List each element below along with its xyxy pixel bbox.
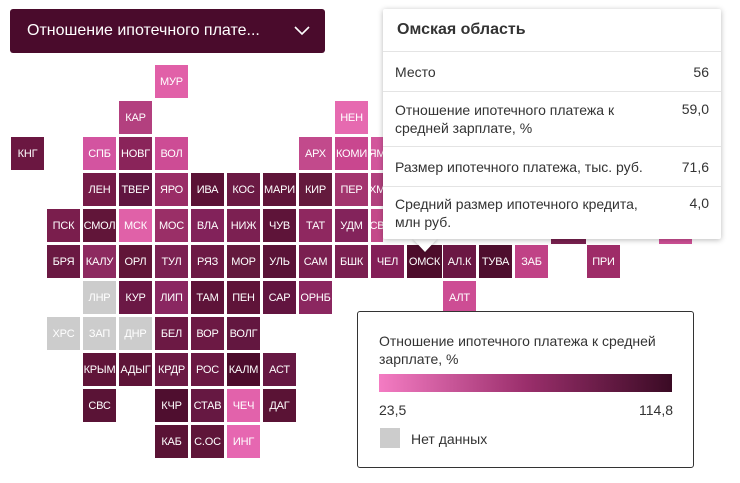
legend-gradient-bar [379, 374, 672, 392]
region-tile[interactable]: МСК [119, 209, 152, 242]
region-tile[interactable]: ПЕР [335, 173, 368, 206]
region-tile[interactable]: КАЛУ [83, 245, 116, 278]
region-tile[interactable]: УДМ [335, 209, 368, 242]
tooltip-pointer [412, 238, 438, 252]
region-tile[interactable]: МОР [227, 245, 260, 278]
region-tile[interactable]: ТУЛ [155, 245, 188, 278]
tooltip-row-label: Средний размер ипотечного кредита, млн р… [395, 196, 638, 230]
legend-max: 114,8 [639, 402, 673, 418]
region-tile[interactable]: С.ОС [191, 425, 224, 458]
region-tile[interactable]: ХРС [47, 317, 80, 350]
region-tile[interactable]: ТВЕР [119, 173, 152, 206]
region-tile[interactable]: КАЛМ [227, 353, 260, 386]
region-tile[interactable]: АДЫГ [119, 353, 152, 386]
region-tile[interactable]: ВОЛ [155, 137, 188, 170]
region-tile[interactable]: КРЫМ [83, 353, 116, 386]
region-tile[interactable]: АЛ.К [443, 245, 476, 278]
legend-min: 23,5 [379, 402, 407, 418]
region-tile[interactable]: ДНР [119, 317, 152, 350]
region-tile[interactable]: ЧЕЧ [227, 389, 260, 422]
region-tile[interactable]: ИНГ [227, 425, 260, 458]
region-tile[interactable]: ТАТ [299, 209, 332, 242]
dropdown-label: Отношение ипотечного плате... [27, 22, 260, 39]
region-tile[interactable]: АСТ [263, 353, 296, 386]
region-tile[interactable]: ДАГ [263, 389, 296, 422]
region-tile[interactable]: ЯРО [155, 173, 188, 206]
region-tile[interactable]: БШК [335, 245, 368, 278]
region-tile[interactable]: МУР [155, 65, 188, 98]
region-tile[interactable]: КРДР [155, 353, 188, 386]
region-tile[interactable]: ВОР [191, 317, 224, 350]
region-tile[interactable]: ЛЕН [83, 173, 116, 206]
region-tile[interactable]: ЛНР [83, 281, 116, 314]
chevron-down-icon [293, 22, 311, 40]
region-tile[interactable]: ЗАБ [515, 245, 548, 278]
region-tile[interactable]: СВ [371, 209, 383, 242]
region-tile[interactable]: ПЕН [227, 281, 260, 314]
no-data-swatch [380, 428, 400, 448]
region-tile[interactable]: РОС [191, 353, 224, 386]
region-tile[interactable]: ХМ [371, 173, 383, 206]
tooltip-row-value: 56 [693, 63, 709, 80]
region-tile[interactable]: СПБ [83, 137, 116, 170]
region-tile[interactable]: ТАМ [191, 281, 224, 314]
region-tooltip: Омская область Место 56 Отношение ипотеч… [383, 9, 721, 239]
region-tile[interactable]: ТУВА [479, 245, 512, 278]
region-tile[interactable]: ЯМ [371, 137, 383, 170]
region-tile[interactable]: НОВГ [119, 137, 152, 170]
region-tile[interactable]: АРХ [299, 137, 332, 170]
tooltip-row-loan: Средний размер ипотечного кредита, млн р… [383, 186, 721, 239]
tooltip-row-value: 71,6 [681, 158, 709, 175]
tooltip-row-label: Отношение ипотечного платежа к средней з… [395, 102, 615, 136]
region-tile[interactable]: СВС [83, 389, 116, 422]
region-tile[interactable]: ОРЛ [119, 245, 152, 278]
color-legend: Отношение ипотечного платежа к средней з… [357, 311, 694, 468]
region-tile[interactable]: САМ [299, 245, 332, 278]
region-tile[interactable]: КАБ [155, 425, 188, 458]
region-tile[interactable]: ПРИ [587, 245, 620, 278]
region-tile[interactable]: БЕЛ [155, 317, 188, 350]
region-tile[interactable]: БРЯ [47, 245, 80, 278]
region-tile[interactable]: КУР [119, 281, 152, 314]
region-tile[interactable]: СТАВ [191, 389, 224, 422]
region-tile[interactable]: КОМИ [335, 137, 368, 170]
region-tile[interactable]: ИВА [191, 173, 224, 206]
region-tile[interactable]: ОРНБ [299, 281, 332, 314]
tooltip-row-value: 59,0 [681, 101, 709, 117]
tooltip-row-label: Размер ипотечного платежа, тыс. руб. [395, 158, 643, 175]
region-tile[interactable]: ВЛА [191, 209, 224, 242]
region-tile[interactable]: ПСК [47, 209, 80, 242]
region-tile[interactable]: РЯЗ [191, 245, 224, 278]
tooltip-row-label: Место [395, 63, 436, 80]
region-tile[interactable]: САР [263, 281, 296, 314]
region-tile[interactable]: КОС [227, 173, 260, 206]
region-tile[interactable]: ЛИП [155, 281, 188, 314]
region-tile[interactable]: НИЖ [227, 209, 260, 242]
indicator-dropdown[interactable]: Отношение ипотечного плате... [10, 9, 325, 53]
region-tile[interactable]: КАР [119, 101, 152, 134]
legend-title: Отношение ипотечного платежа к средней з… [379, 333, 656, 367]
region-tile[interactable]: ВОЛГ [227, 317, 260, 350]
tooltip-title: Омская область [383, 9, 721, 52]
region-tile[interactable]: КНГ [11, 137, 44, 170]
region-tile[interactable]: КИР [299, 173, 332, 206]
region-tile[interactable]: УЛЬ [263, 245, 296, 278]
region-tile[interactable]: ЧУВ [263, 209, 296, 242]
tooltip-row-ratio: Отношение ипотечного платежа к средней з… [383, 91, 721, 146]
region-tile[interactable]: МАРИ [263, 173, 296, 206]
region-tile[interactable]: ЗАП [83, 317, 116, 350]
region-tile[interactable]: ЧЕЛ [371, 245, 404, 278]
region-tile[interactable]: КЧР [155, 389, 188, 422]
region-tile[interactable]: МОС [155, 209, 188, 242]
region-tile[interactable]: СМОЛ [83, 209, 116, 242]
region-tile[interactable]: НЕН [335, 101, 368, 134]
tooltip-row-rank: Место 56 [383, 51, 721, 91]
region-tile[interactable]: АЛТ [443, 281, 476, 314]
tooltip-row-payment: Размер ипотечного платежа, тыс. руб. 71,… [383, 146, 721, 186]
no-data-label: Нет данных [411, 431, 488, 447]
tooltip-row-value: 4,0 [689, 195, 709, 211]
